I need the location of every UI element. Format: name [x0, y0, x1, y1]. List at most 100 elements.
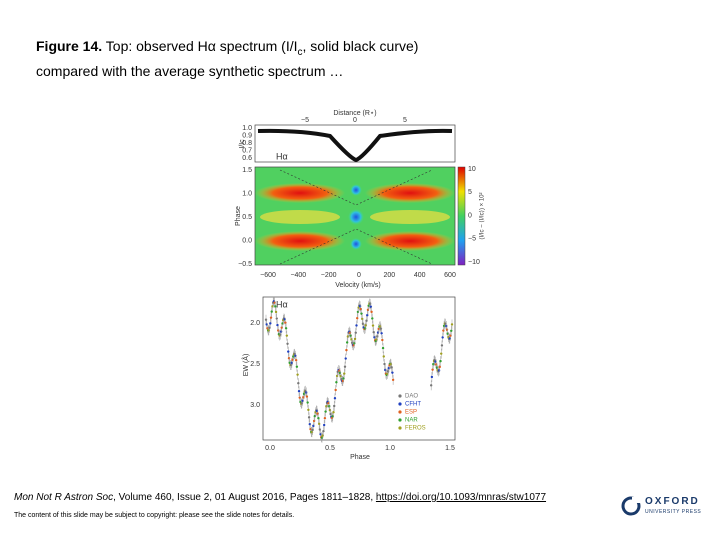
- figure-art: [333, 397, 337, 400]
- figure-text: I/Ic: [239, 139, 246, 149]
- figure-text: 0.0: [242, 237, 252, 244]
- legend-symbol: [398, 402, 402, 406]
- figure-text: Hα: [276, 299, 288, 309]
- figure-art: [371, 317, 374, 320]
- figure-text: FEROS: [405, 426, 426, 432]
- figure-text: 0: [353, 117, 357, 124]
- figure-art: [285, 334, 289, 337]
- caption-text: , solid black curve): [302, 38, 419, 54]
- figure-text: −10: [468, 259, 480, 266]
- figure-art: [440, 352, 443, 355]
- figure-art: [439, 359, 442, 363]
- figure-art: [332, 411, 335, 414]
- figure-art: [343, 365, 347, 368]
- logo-mark: [621, 496, 641, 516]
- figure-art: [429, 384, 433, 387]
- figure-art: [317, 417, 320, 420]
- figure-art: [275, 317, 278, 320]
- figure-art: [295, 365, 299, 368]
- figure-text: −5: [301, 117, 309, 124]
- caption: Figure 14. Top: observed Hα spectrum (I/…: [36, 37, 418, 81]
- figure-text: 0: [357, 272, 361, 279]
- figure-text: 1.0: [385, 445, 395, 452]
- logo-subtext: UNIVERSITY PRESS: [645, 509, 702, 515]
- citation: Mon Not R Astron Soc, Volume 460, Issue …: [14, 492, 546, 503]
- figure-art: [294, 358, 298, 362]
- figure-text: 0.7: [242, 147, 252, 154]
- figure-art: [438, 365, 441, 369]
- figure-art: [382, 355, 385, 358]
- figure-art: [297, 381, 300, 385]
- figure-art: [306, 401, 309, 404]
- figure-text: −400: [290, 272, 306, 279]
- figure-art: [307, 408, 310, 412]
- legend-symbol: [398, 394, 402, 398]
- figure-art: [286, 342, 289, 345]
- figure-art: [296, 373, 299, 376]
- figure-text: EW (Å): [241, 354, 250, 377]
- figure-text: 0.0: [265, 445, 275, 452]
- figure-text: 400: [414, 272, 426, 279]
- figure-art: [440, 344, 444, 347]
- figure-text: −600: [260, 272, 276, 279]
- figure-art: [274, 310, 278, 314]
- figure-text: 0.5: [242, 214, 252, 221]
- legend-symbol: [398, 410, 402, 414]
- figure-text: 2.0: [250, 320, 260, 327]
- figure-art: [344, 357, 347, 360]
- legend-symbol: [398, 418, 402, 422]
- figure-art: [371, 324, 375, 327]
- copyright: The content of this slide may be subject…: [14, 512, 295, 519]
- figure-text: 3.0: [250, 402, 260, 409]
- figure-art: [345, 341, 349, 344]
- figure-art: [370, 310, 373, 314]
- figure-art: [380, 332, 383, 335]
- figure-text: Velocity (km/s): [335, 282, 381, 289]
- figure-text: −0.5: [238, 261, 252, 268]
- figure-art: [343, 372, 346, 375]
- figure-text: 1.5: [445, 445, 455, 452]
- caption-text: compared with the average synthetic spec…: [36, 62, 344, 79]
- journal: Mon Not R Astron Soc: [14, 492, 114, 503]
- figure-art: [430, 375, 434, 379]
- figure-text: 5: [403, 117, 407, 124]
- figure-text: 1.5: [242, 167, 252, 174]
- figure-art: [355, 324, 358, 327]
- citation-text: , Volume 460, Issue 2, 01 August 2016, P…: [113, 492, 376, 503]
- figure-text: Phase: [350, 454, 370, 461]
- figure-text: CFHT: [405, 402, 421, 408]
- figure-art: [317, 422, 321, 426]
- figure-art: [354, 331, 357, 334]
- doi-link[interactable]: https://doi.org/10.1093/mnras/stw1077: [375, 492, 547, 503]
- legend-symbol: [398, 426, 402, 430]
- figure-art: [323, 416, 327, 420]
- figure-text: Distance (R⋆): [333, 110, 376, 117]
- figure-art: [287, 350, 290, 353]
- figure-art: [345, 348, 348, 352]
- figure-art: [335, 381, 338, 384]
- figure-text: 1.0: [242, 190, 252, 197]
- figure-text: 0.8: [242, 140, 252, 147]
- figure-art: [383, 362, 386, 366]
- figure-text: ESP: [405, 410, 417, 416]
- figure-art: [333, 404, 336, 408]
- figure-text: 2.5: [250, 361, 260, 368]
- figure-art: [284, 327, 288, 330]
- figure-art: [307, 416, 311, 419]
- figure-text: 200: [383, 272, 395, 279]
- caption-text: Top: observed Hα spectrum (I/I: [105, 38, 298, 54]
- figure-text: Phase: [235, 206, 242, 226]
- figure-text: 10: [468, 166, 476, 173]
- figure-art: [322, 423, 326, 427]
- figure-art: [450, 323, 454, 326]
- figure-text: 0: [468, 212, 472, 219]
- figure-art: [381, 338, 384, 342]
- figure-art: [450, 329, 453, 333]
- figure-text: 1.0: [242, 125, 252, 132]
- figure-art: [353, 337, 357, 341]
- figure-text: 5: [468, 189, 472, 196]
- figure-art: [441, 336, 444, 339]
- figure-art: [391, 371, 394, 374]
